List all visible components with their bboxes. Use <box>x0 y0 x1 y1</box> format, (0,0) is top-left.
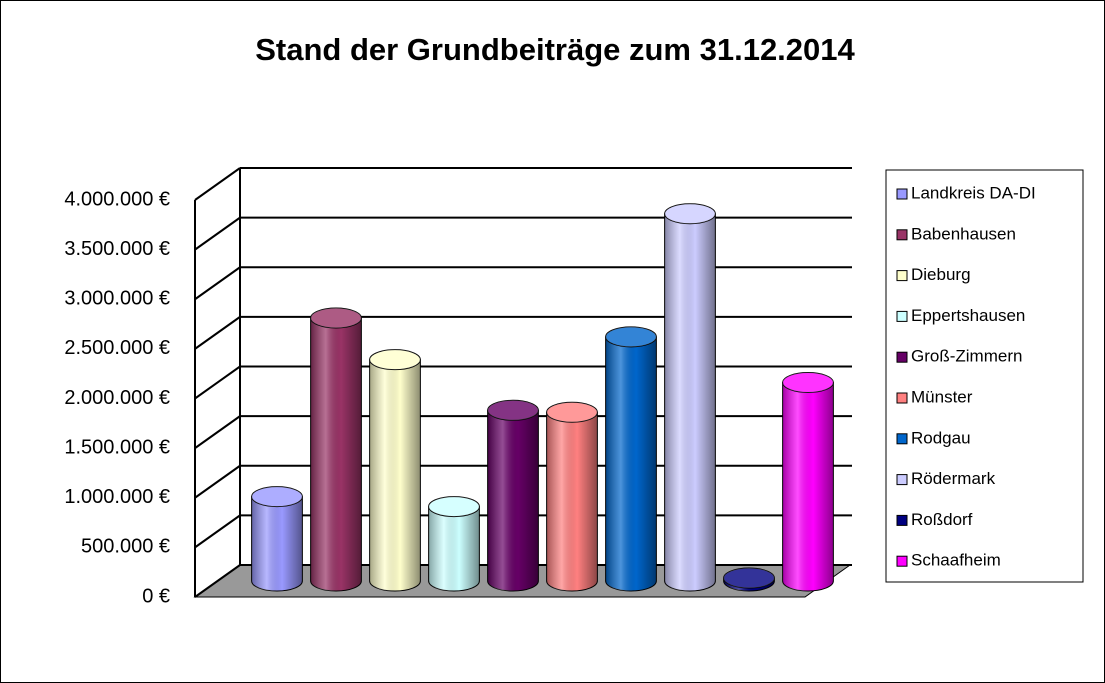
cylinder-top-shade <box>664 203 716 224</box>
cylinder-shade <box>310 317 362 591</box>
legend-box <box>885 169 1084 583</box>
legend-swatch <box>896 514 908 526</box>
cylinder-top-shade <box>782 372 834 393</box>
legend-swatch <box>896 310 908 322</box>
y-tick-label: 2.500.000 € <box>64 337 170 359</box>
legend-swatch <box>896 474 908 486</box>
cylinder-top <box>664 203 716 225</box>
legend-swatch <box>896 433 908 445</box>
y-tick-label: 0 € <box>142 585 170 607</box>
cylinder-top <box>487 399 539 421</box>
cylinder-top <box>428 496 480 518</box>
legend-swatch <box>896 555 908 567</box>
legend-label: Roßdorf <box>911 510 973 529</box>
legend-label: Schaafheim <box>911 551 1001 570</box>
legend-label: Eppertshausen <box>911 306 1025 325</box>
y-tick-label: 4.000.000 € <box>64 188 170 210</box>
cylinder-top <box>605 326 657 348</box>
cylinder-top-shade <box>251 486 303 507</box>
y-tick-label: 3.500.000 € <box>64 238 170 260</box>
cylinder-shade <box>369 359 421 591</box>
cylinder-shade <box>251 496 303 591</box>
y-tick-label: 2.000.000 € <box>64 387 170 409</box>
cylinder-top-shade <box>487 400 539 421</box>
grid-line <box>194 464 241 499</box>
grid-line <box>194 514 241 549</box>
cylinder-top <box>723 567 775 589</box>
legend-swatch <box>896 351 908 363</box>
cylinder-top <box>782 372 834 393</box>
legend-label: Dieburg <box>911 265 971 284</box>
grid-line <box>194 216 241 251</box>
legend-label: Babenhausen <box>911 224 1016 243</box>
cylinder-shade <box>546 412 598 591</box>
legend-swatch <box>896 229 908 241</box>
legend-swatch <box>896 188 908 200</box>
grid-line <box>194 365 241 400</box>
cylinder-shade <box>782 382 834 591</box>
cylinder-top-shade <box>723 568 775 589</box>
y-tick-label: 1.500.000 € <box>64 436 170 458</box>
grid-line <box>194 266 241 301</box>
grid-line <box>194 167 241 201</box>
legend-label: Rodgau <box>911 428 971 447</box>
chart-title: Stand der Grundbeiträge zum 31.12.2014 <box>255 32 855 67</box>
y-tick-label: 1.000.000 € <box>64 486 170 508</box>
cylinder-shade <box>487 410 539 591</box>
legend-label: Groß-Zimmern <box>911 347 1022 366</box>
grid-line <box>194 316 241 350</box>
legend-label: Landkreis DA-DI <box>911 183 1036 202</box>
legend-swatch <box>896 392 908 404</box>
cylinder-top-shade <box>546 402 598 423</box>
cylinder-top <box>369 349 421 371</box>
legend-label: Münster <box>911 387 973 406</box>
grid-line <box>194 564 241 598</box>
y-tick-label: 500.000 € <box>81 536 170 558</box>
legend-label: Rödermark <box>911 469 996 488</box>
y-tick-label: 3.000.000 € <box>64 288 170 310</box>
grid-line <box>194 415 241 449</box>
cylinder-shade <box>605 336 657 591</box>
cylinder-top-shade <box>369 349 421 370</box>
cylinder-top-shade <box>310 307 362 328</box>
cylinder-top-shade <box>428 496 480 517</box>
legend-swatch <box>896 270 908 282</box>
cylinder-top-shade <box>605 326 657 347</box>
cylinder-top <box>546 401 598 423</box>
cylinder-shade <box>664 213 716 591</box>
cylinder-top <box>251 486 303 508</box>
cylinder-shade <box>428 506 480 591</box>
cylinder-top <box>310 307 362 329</box>
